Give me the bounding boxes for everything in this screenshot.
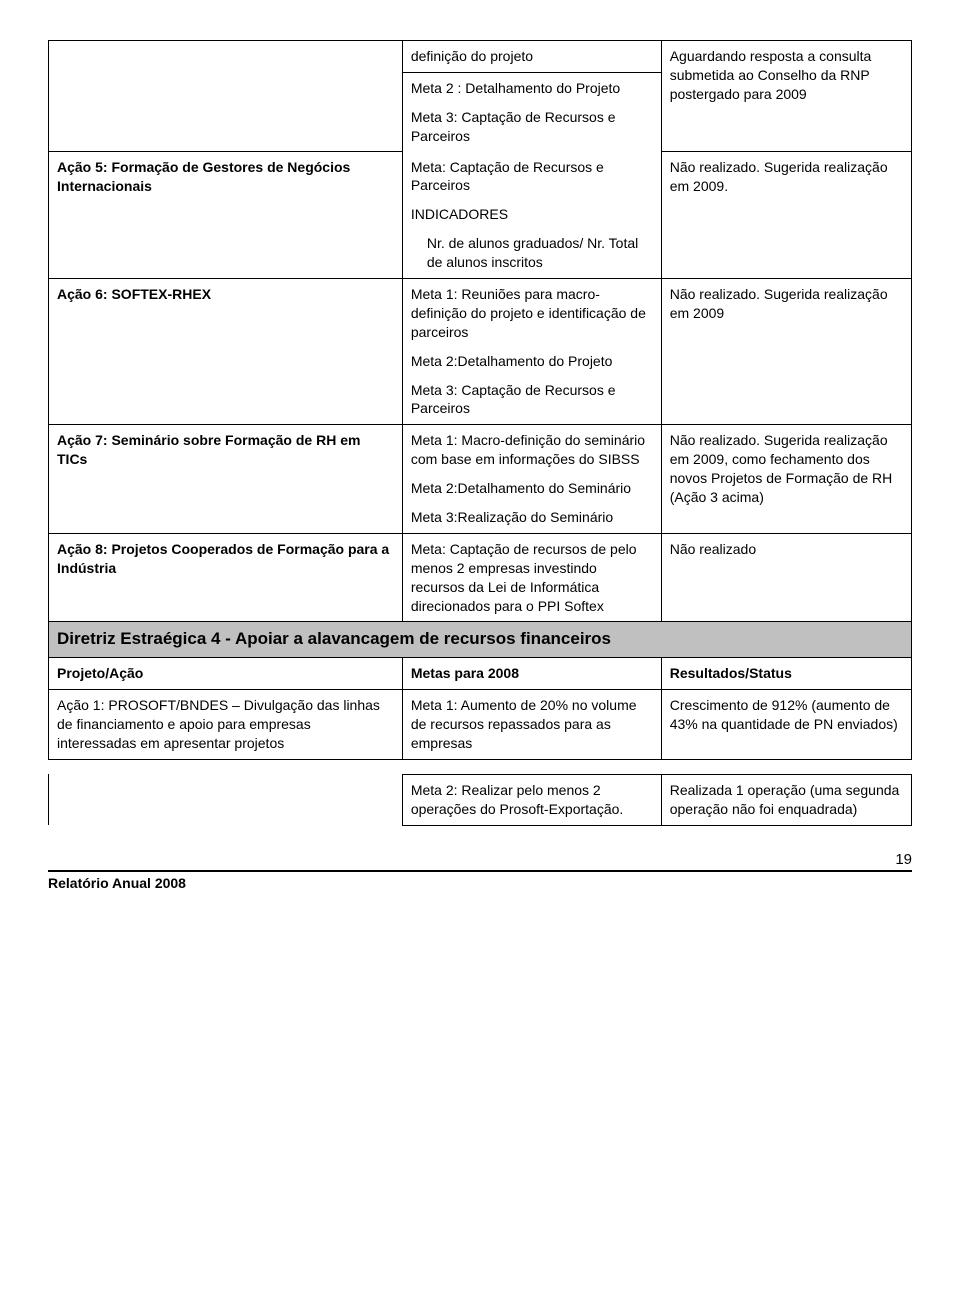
sub-table: Meta 2: Realizar pelo menos 2 operações … — [48, 774, 912, 826]
text: Nr. de alunos graduados/ Nr. Total de al… — [411, 234, 653, 272]
page-number: 19 — [48, 850, 912, 870]
text: Meta: Captação de Recursos e Parceiros — [411, 158, 653, 196]
table-row: Ação 5: Formação de Gestores de Negócios… — [49, 152, 912, 279]
cell-acao: Ação 6: SOFTEX-RHEX — [49, 279, 403, 425]
cell-status: Crescimento de 912% (aumento de 43% na q… — [661, 690, 911, 760]
text: Projeto/Ação — [57, 665, 143, 681]
header-metas: Metas para 2008 — [402, 658, 661, 690]
table-row: Ação 7: Seminário sobre Formação de RH e… — [49, 425, 912, 534]
cell-acao: Ação 1: PROSOFT/BNDES – Divulgação das l… — [49, 690, 403, 760]
diretriz-cell: Diretriz Estraégica 4 - Apoiar a alavanc… — [49, 622, 912, 658]
page-footer: 19 Relatório Anual 2008 — [48, 850, 912, 893]
cell-empty — [49, 41, 403, 152]
text: Ação 8: Projetos Cooperados de Formação … — [57, 541, 389, 576]
cell-empty — [49, 774, 403, 825]
cell-status: Não realizado — [661, 533, 911, 622]
text: Não realizado. Sugerida realização em 20… — [670, 286, 888, 321]
text: Meta 3:Realização do Seminário — [411, 508, 653, 527]
cell-status: Não realizado. Sugerida realização em 20… — [661, 279, 911, 425]
text: Ação 6: SOFTEX-RHEX — [57, 286, 211, 302]
cell-acao: Ação 7: Seminário sobre Formação de RH e… — [49, 425, 403, 534]
text: Meta: Captação de recursos de pelo menos… — [411, 541, 637, 614]
table-row: Meta 2: Realizar pelo menos 2 operações … — [49, 774, 912, 825]
cell-meta: Meta 1: Reuniões para macro-definição do… — [402, 279, 661, 425]
text: Meta 1: Reuniões para macro-definição do… — [411, 285, 653, 342]
header-resultados: Resultados/Status — [661, 658, 911, 690]
cell-acao: Ação 5: Formação de Gestores de Negócios… — [49, 152, 403, 279]
cell-meta: definição do projeto — [402, 41, 661, 73]
text: Meta 2 : Detalhamento do Projeto — [411, 79, 653, 98]
cell-meta: Meta: Captação de Recursos e Parceiros I… — [402, 152, 661, 279]
text: Diretriz Estraégica 4 - Apoiar a alavanc… — [57, 629, 611, 648]
text: Meta 1: Macro-definição do seminário com… — [411, 431, 653, 469]
text: Não realizado. Sugerida realização em 20… — [670, 432, 893, 505]
footer-title: Relatório Anual 2008 — [48, 870, 912, 893]
cell-acao: Ação 8: Projetos Cooperados de Formação … — [49, 533, 403, 622]
table-row: Ação 8: Projetos Cooperados de Formação … — [49, 533, 912, 622]
table-row: Ação 6: SOFTEX-RHEX Meta 1: Reuniões par… — [49, 279, 912, 425]
text: Não realizado — [670, 541, 756, 557]
text: Meta 2:Detalhamento do Projeto — [411, 352, 653, 371]
cell-meta: Meta 1: Aumento de 20% no volume de recu… — [402, 690, 661, 760]
table-row: Ação 1: PROSOFT/BNDES – Divulgação das l… — [49, 690, 912, 760]
cell-meta: Meta: Captação de recursos de pelo menos… — [402, 533, 661, 622]
cell-status: Não realizado. Sugerida realização em 20… — [661, 152, 911, 279]
table-row: definição do projeto Aguardando resposta… — [49, 41, 912, 73]
text: Não realizado. Sugerida realização em 20… — [670, 159, 888, 194]
header-projeto: Projeto/Ação — [49, 658, 403, 690]
text: Crescimento de 912% (aumento de 43% na q… — [670, 697, 898, 732]
text: Ação 5: Formação de Gestores de Negócios… — [57, 159, 350, 194]
cell-meta: Meta 2: Realizar pelo menos 2 operações … — [402, 774, 661, 825]
text: Ação 1: PROSOFT/BNDES – Divulgação das l… — [57, 697, 380, 751]
text: INDICADORES — [411, 205, 653, 224]
text: Resultados/Status — [670, 665, 792, 681]
cell-status: Aguardando resposta a consulta submetida… — [661, 41, 911, 152]
text: Metas para 2008 — [411, 665, 519, 681]
cell-meta: Meta 1: Macro-definição do seminário com… — [402, 425, 661, 534]
text: Meta 2: Realizar pelo menos 2 operações … — [411, 782, 623, 817]
text: Ação 7: Seminário sobre Formação de RH e… — [57, 432, 360, 467]
header-row: Projeto/Ação Metas para 2008 Resultados/… — [49, 658, 912, 690]
text: definição do projeto — [411, 47, 653, 66]
text: Meta 3: Captação de Recursos e Parceiros — [411, 381, 653, 419]
text: Meta 3: Captação de Recursos e Parceiros — [411, 108, 653, 146]
diretriz-row: Diretriz Estraégica 4 - Apoiar a alavanc… — [49, 622, 912, 658]
main-table: definição do projeto Aguardando resposta… — [48, 40, 912, 760]
cell-meta: Meta 2 : Detalhamento do Projeto Meta 3:… — [402, 72, 661, 151]
text: Meta 2:Detalhamento do Seminário — [411, 479, 653, 498]
text: Aguardando resposta a consulta submetida… — [670, 47, 903, 104]
cell-status: Realizada 1 operação (uma segunda operaç… — [661, 774, 911, 825]
cell-status: Não realizado. Sugerida realização em 20… — [661, 425, 911, 534]
text: Meta 1: Aumento de 20% no volume de recu… — [411, 697, 637, 751]
text: Realizada 1 operação (uma segunda operaç… — [670, 782, 900, 817]
